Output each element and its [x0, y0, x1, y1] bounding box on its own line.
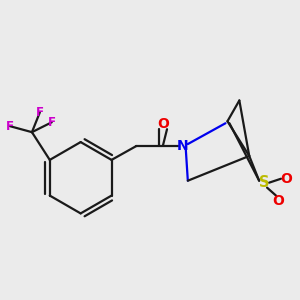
- Text: F: F: [6, 120, 14, 133]
- Text: F: F: [36, 106, 44, 119]
- Text: O: O: [272, 194, 284, 208]
- Text: S: S: [259, 175, 269, 190]
- Text: F: F: [48, 116, 56, 129]
- Text: O: O: [280, 172, 292, 186]
- Text: O: O: [157, 117, 169, 131]
- Text: N: N: [177, 139, 189, 153]
